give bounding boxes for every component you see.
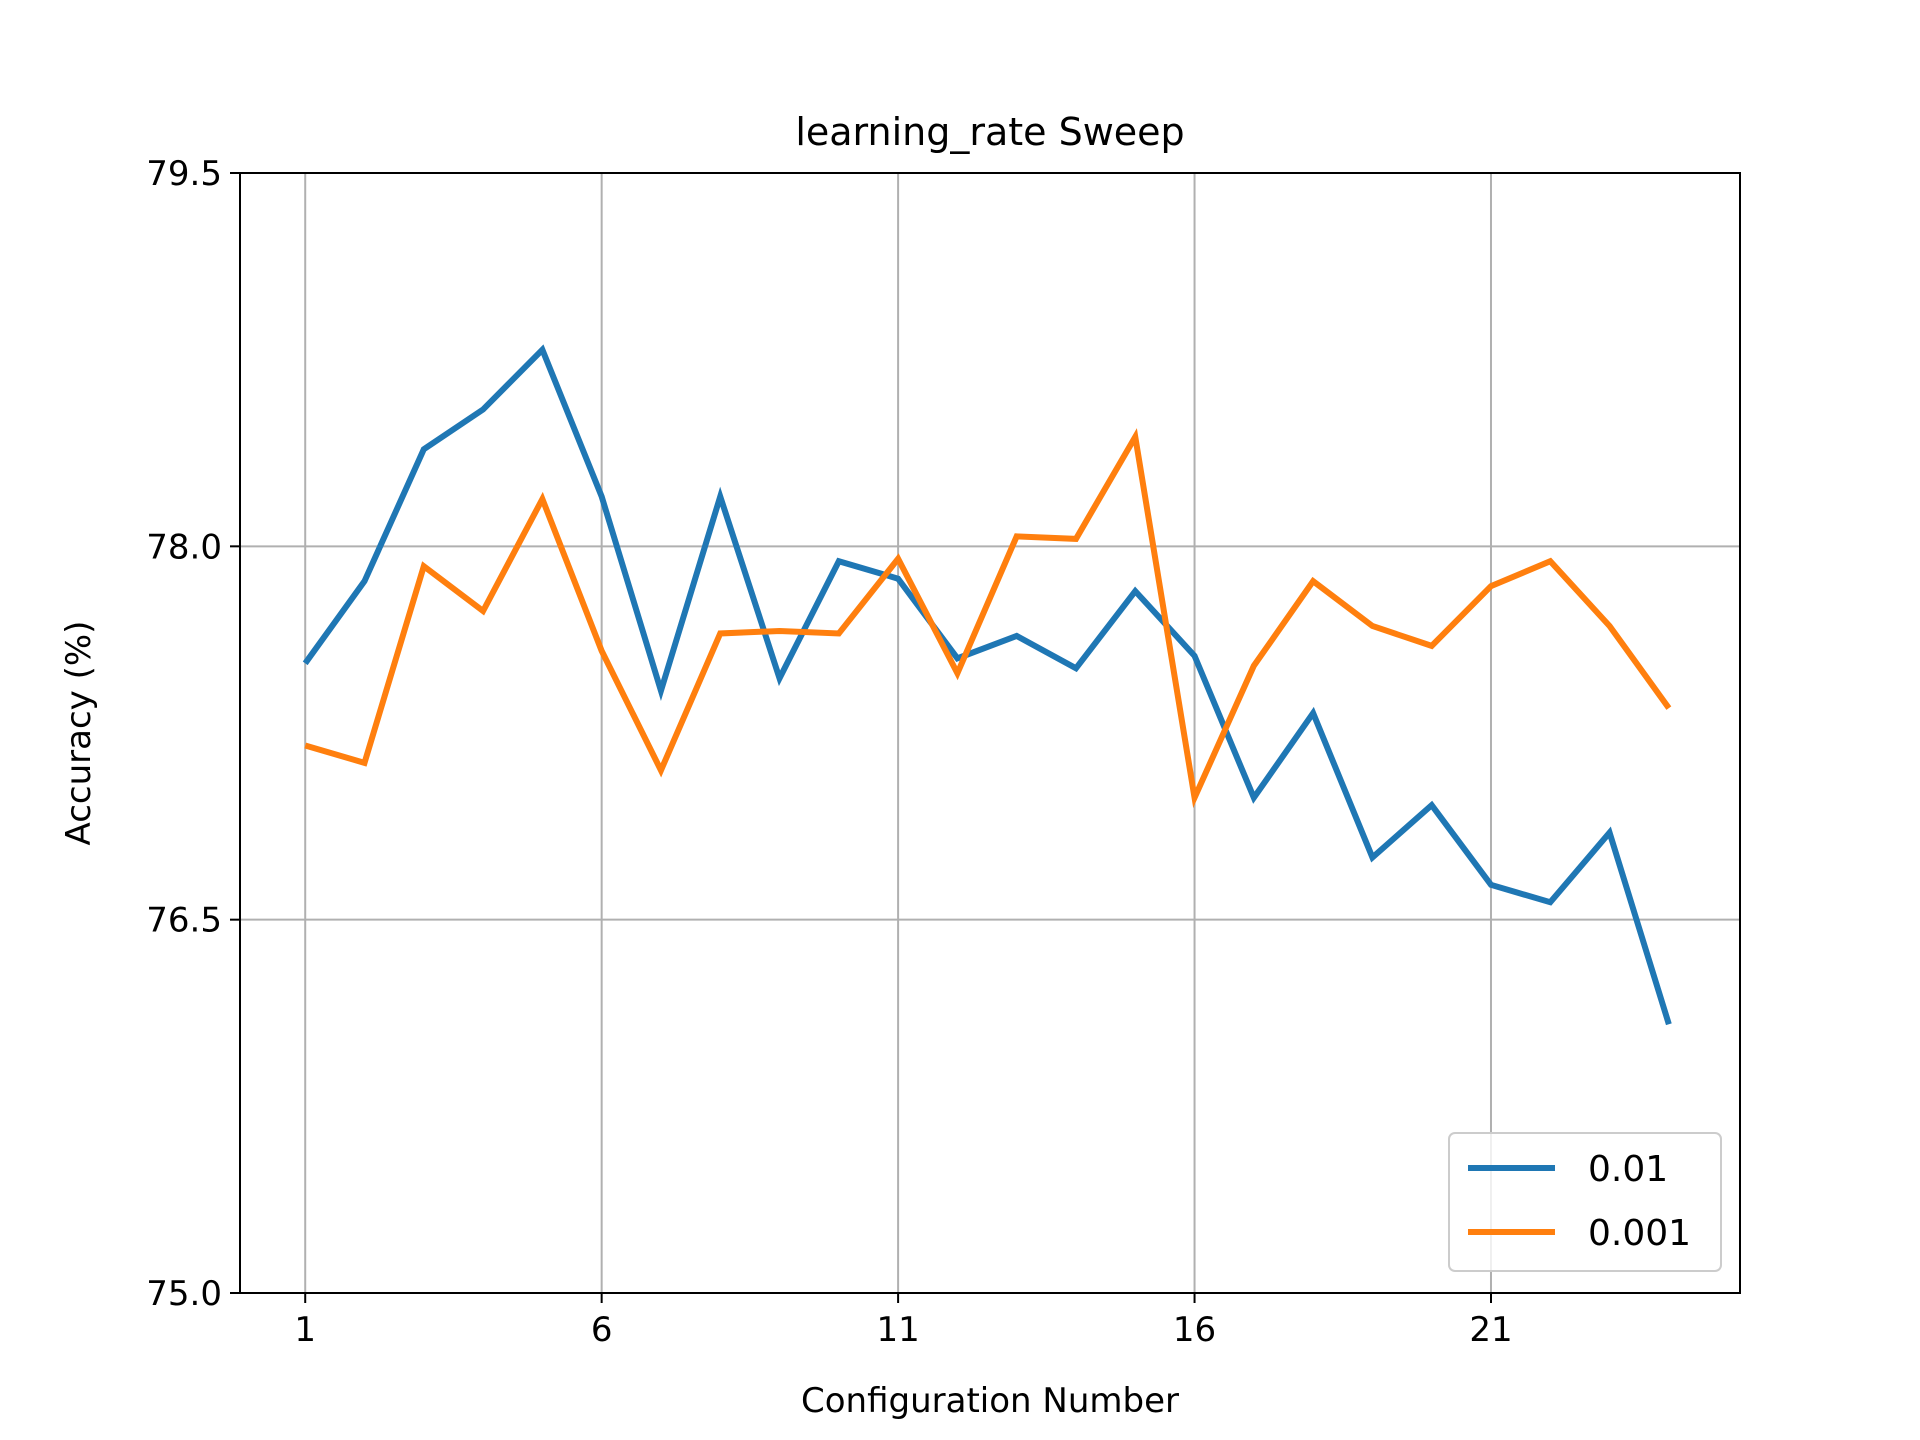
x-axis-label: Configuration Number (801, 1381, 1179, 1421)
legend-label-lr-0.001: 0.001 (1588, 1213, 1691, 1254)
legend-label-lr-0.01: 0.01 (1588, 1149, 1668, 1190)
y-tick-label: 75.0 (146, 1274, 222, 1314)
y-tick-label: 79.5 (146, 154, 222, 194)
y-tick-label: 76.5 (146, 901, 222, 941)
x-tick-label: 21 (1469, 1310, 1512, 1350)
plot-frame (239, 172, 1741, 1294)
legend: 0.01 0.001 (1448, 1132, 1722, 1272)
x-tick-label: 16 (1173, 1310, 1216, 1350)
y-tick-label: 78.0 (146, 527, 222, 567)
x-tick-label: 6 (591, 1310, 613, 1350)
series-layer (302, 344, 1672, 1026)
chart-title: learning_rate Sweep (795, 110, 1184, 154)
x-tick-label: 1 (294, 1310, 316, 1350)
series-line-lr-0.001 (304, 428, 1672, 809)
series-line-lr-0.01 (302, 344, 1672, 1026)
y-axis-label: Accuracy (%) (59, 621, 99, 846)
x-tick-label: 11 (876, 1310, 919, 1350)
plot-area (240, 173, 1740, 1293)
